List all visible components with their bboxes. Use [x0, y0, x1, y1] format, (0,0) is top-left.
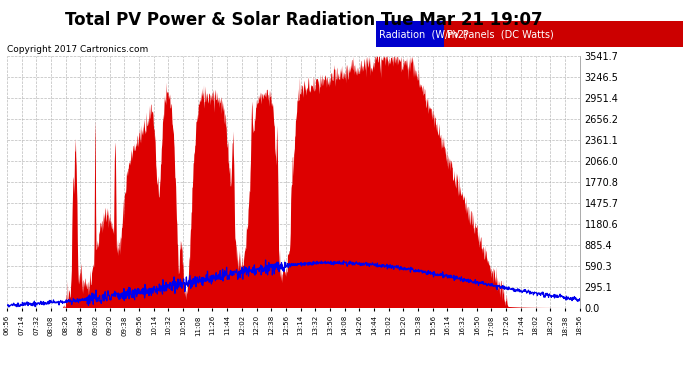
Text: Radiation  (W/m2): Radiation (W/m2) — [379, 29, 468, 39]
Bar — [444, 21, 683, 47]
Bar — [376, 21, 444, 47]
Text: Copyright 2017 Cartronics.com: Copyright 2017 Cartronics.com — [7, 45, 148, 54]
Text: Total PV Power & Solar Radiation Tue Mar 21 19:07: Total PV Power & Solar Radiation Tue Mar… — [65, 11, 542, 29]
Text: PV Panels  (DC Watts): PV Panels (DC Watts) — [446, 29, 553, 39]
